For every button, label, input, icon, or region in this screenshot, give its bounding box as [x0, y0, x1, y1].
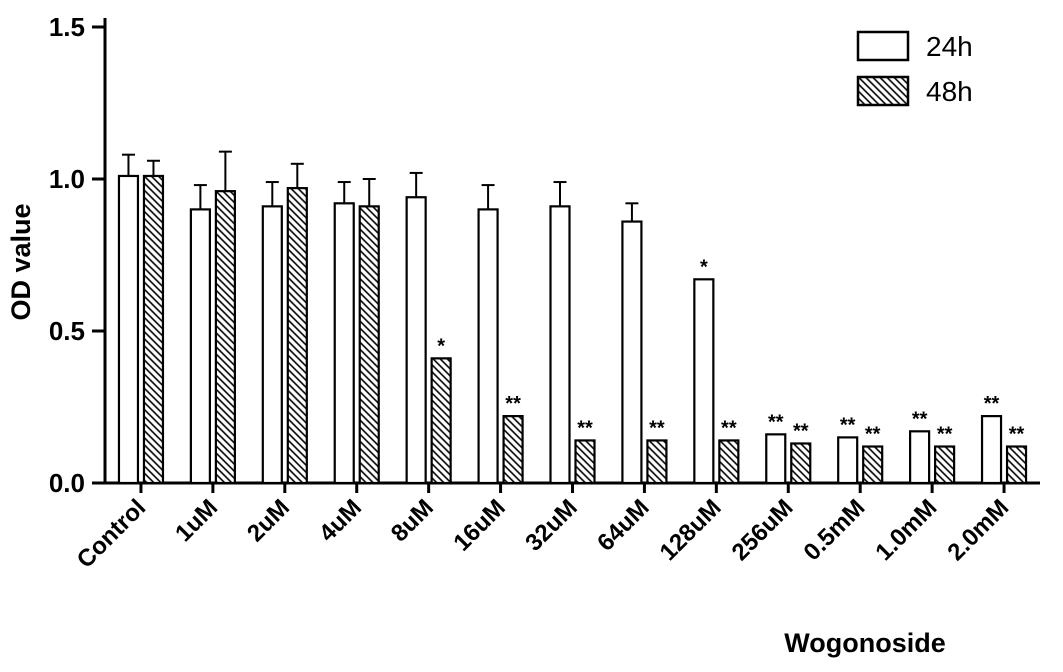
bar-24h-256uM: [765, 433, 787, 485]
bar-24h-4uM: [333, 202, 355, 485]
bar-24h-16uM: [477, 208, 499, 485]
bar-48h-1.0mM: [934, 445, 956, 485]
x-tick-label: 2.0mM: [942, 494, 1014, 566]
bar-24h-32uM: [549, 205, 571, 485]
significance-marker: **: [865, 424, 881, 446]
significance-marker: **: [649, 417, 665, 439]
y-tick-label: 0.0: [49, 468, 85, 498]
bar-24h-8uM: [405, 196, 427, 485]
bar-24h-1uM: [189, 208, 211, 485]
bar-24h-0.5mM: [837, 436, 859, 485]
x-tick-label: 128uM: [655, 494, 727, 566]
x-tick-label: 8uM: [386, 494, 439, 547]
significance-marker: **: [721, 417, 737, 439]
bar-48h-0.5mM: [862, 445, 884, 485]
legend-swatch-24h: [856, 30, 910, 62]
significance-marker: **: [577, 417, 593, 439]
x-tick-label: Control: [72, 494, 151, 573]
y-tick-label: 1.5: [49, 12, 85, 42]
x-tick-label: 16uM: [448, 494, 510, 556]
bar-48h-16uM: [502, 415, 524, 485]
bar-48h-2.0mM: [1005, 445, 1028, 485]
bar-48h-Control: [142, 174, 165, 485]
x-tick-label: 1uM: [170, 494, 223, 547]
bar-24h-2.0mM: [980, 415, 1003, 485]
x-axis-label: Wogonoside: [784, 628, 946, 658]
legend-label: 24h: [926, 31, 973, 62]
significance-marker: **: [505, 393, 521, 415]
x-tick-label: 4uM: [314, 494, 367, 547]
bar-48h-1uM: [214, 190, 236, 485]
bar-48h-8uM: [430, 357, 452, 485]
bar-48h-128uM: [718, 439, 740, 485]
x-tick-label: 1.0mM: [870, 494, 942, 566]
x-tick-label: 0.5mM: [799, 494, 871, 566]
bar-48h-64uM: [646, 439, 668, 485]
bar-48h-256uM: [790, 442, 812, 485]
x-tick-label: 32uM: [520, 494, 582, 556]
bar-48h-32uM: [574, 439, 596, 485]
bar-24h-128uM: [693, 278, 715, 485]
bar-24h-2uM: [261, 205, 283, 485]
legend-swatch-48h: [856, 75, 910, 107]
significance-marker: **: [912, 408, 928, 430]
bar-48h-4uM: [358, 205, 380, 485]
x-tick-label: 2uM: [242, 494, 295, 547]
x-tick-label: 256uM: [727, 494, 799, 566]
significance-marker: **: [768, 411, 784, 433]
y-tick-label: 0.5: [49, 316, 85, 346]
y-axis-label: OD value: [6, 203, 36, 320]
x-tick-label: 64uM: [592, 494, 654, 556]
bar-24h-64uM: [621, 220, 643, 485]
bar-48h-2uM: [286, 187, 308, 485]
significance-marker: **: [840, 414, 856, 436]
significance-marker: **: [793, 420, 809, 442]
significance-marker: **: [984, 393, 1000, 415]
significance-marker: **: [937, 424, 953, 446]
significance-marker: **: [1009, 424, 1025, 446]
legend-label: 48h: [926, 76, 973, 107]
bar-24h-Control: [117, 174, 140, 485]
significance-marker: *: [437, 335, 445, 357]
bar-24h-1.0mM: [909, 430, 931, 485]
significance-marker: *: [700, 256, 708, 278]
y-tick-label: 1.0: [49, 164, 85, 194]
